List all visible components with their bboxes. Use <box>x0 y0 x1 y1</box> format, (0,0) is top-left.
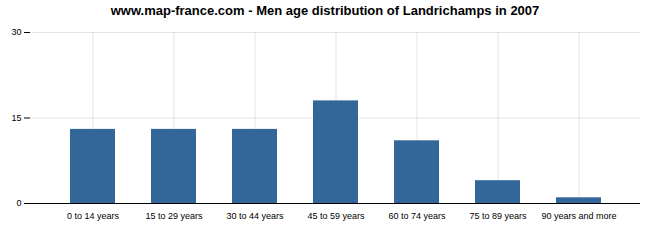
svg-text:90 years and more: 90 years and more <box>541 211 616 221</box>
svg-text:60 to 74 years: 60 to 74 years <box>388 211 446 221</box>
svg-text:30: 30 <box>11 27 21 37</box>
svg-text:15: 15 <box>11 113 21 123</box>
svg-text:15 to 29 years: 15 to 29 years <box>145 211 203 221</box>
svg-text:0: 0 <box>16 198 21 208</box>
svg-text:75 to 89 years: 75 to 89 years <box>469 211 527 221</box>
html-text:www.map-france.com - Men age d: www.map-france.com - Men age distributio… <box>110 3 540 18</box>
svg-text:45 to 59 years: 45 to 59 years <box>307 211 365 221</box>
svg-text:0 to 14 years: 0 to 14 years <box>67 211 120 221</box>
svg-text:30 to 44 years: 30 to 44 years <box>226 211 284 221</box>
